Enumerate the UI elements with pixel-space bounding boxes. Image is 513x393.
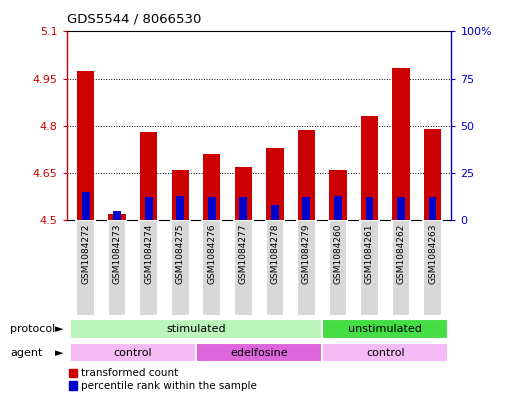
Bar (266, 148, 284, 220)
Bar (176, 196, 184, 220)
Bar (140, 132, 157, 220)
Bar (69, 382, 77, 390)
FancyBboxPatch shape (70, 320, 322, 339)
Text: GSM1084263: GSM1084263 (428, 224, 437, 285)
Text: control: control (113, 348, 152, 358)
Bar (77, 71, 94, 220)
FancyBboxPatch shape (423, 220, 442, 316)
Bar (303, 197, 310, 220)
Text: percentile rank within the sample: percentile rank within the sample (81, 380, 257, 391)
FancyBboxPatch shape (70, 343, 196, 362)
FancyBboxPatch shape (329, 220, 347, 316)
Text: GSM1084279: GSM1084279 (302, 224, 311, 285)
Bar (145, 197, 153, 220)
Bar (171, 170, 189, 220)
Bar (208, 197, 215, 220)
Bar (365, 197, 373, 220)
Bar (234, 167, 252, 220)
FancyBboxPatch shape (108, 220, 126, 316)
FancyBboxPatch shape (322, 343, 448, 362)
Text: GSM1084260: GSM1084260 (333, 224, 342, 285)
Bar (108, 214, 126, 220)
Text: GSM1084273: GSM1084273 (113, 224, 122, 285)
FancyBboxPatch shape (203, 220, 221, 316)
Bar (69, 369, 77, 377)
Text: transformed count: transformed count (81, 368, 179, 378)
Bar (361, 116, 378, 220)
Bar (329, 170, 347, 220)
FancyBboxPatch shape (322, 320, 448, 339)
FancyBboxPatch shape (360, 220, 379, 316)
Text: GSM1084277: GSM1084277 (239, 224, 248, 285)
Text: GSM1084272: GSM1084272 (81, 224, 90, 284)
FancyBboxPatch shape (140, 220, 158, 316)
Text: GDS5544 / 8066530: GDS5544 / 8066530 (67, 13, 201, 26)
Text: unstimulated: unstimulated (348, 324, 422, 334)
FancyBboxPatch shape (392, 220, 410, 316)
Bar (82, 192, 90, 220)
Bar (113, 211, 121, 220)
Bar (397, 197, 405, 220)
Text: stimulated: stimulated (166, 324, 226, 334)
Bar (271, 205, 279, 220)
Text: GSM1084275: GSM1084275 (176, 224, 185, 285)
Text: GSM1084261: GSM1084261 (365, 224, 374, 285)
Bar (203, 154, 221, 220)
Bar (334, 196, 342, 220)
FancyBboxPatch shape (171, 220, 189, 316)
FancyBboxPatch shape (76, 220, 95, 316)
Text: control: control (366, 348, 405, 358)
Bar (424, 129, 441, 220)
Bar (298, 130, 315, 220)
Text: protocol: protocol (10, 324, 55, 334)
Text: ►: ► (55, 348, 63, 358)
Text: GSM1084274: GSM1084274 (144, 224, 153, 284)
Text: edelfosine: edelfosine (230, 348, 288, 358)
Bar (428, 197, 437, 220)
Text: GSM1084276: GSM1084276 (207, 224, 216, 285)
Bar (392, 68, 410, 220)
FancyBboxPatch shape (266, 220, 284, 316)
FancyBboxPatch shape (297, 220, 315, 316)
Text: GSM1084262: GSM1084262 (397, 224, 405, 284)
FancyBboxPatch shape (196, 343, 322, 362)
FancyBboxPatch shape (234, 220, 252, 316)
Text: agent: agent (10, 348, 43, 358)
Text: GSM1084278: GSM1084278 (270, 224, 280, 285)
Bar (240, 197, 247, 220)
Text: ►: ► (55, 324, 63, 334)
